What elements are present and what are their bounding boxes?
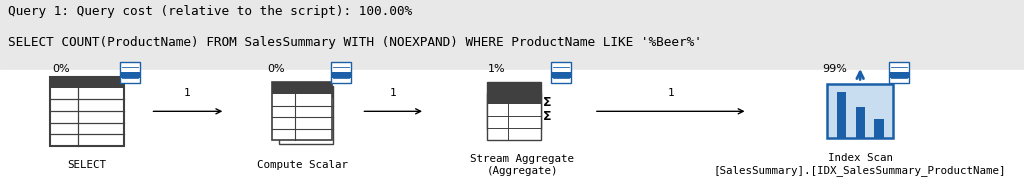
Bar: [855, 107, 865, 138]
Bar: [874, 119, 884, 138]
Bar: [889, 62, 909, 83]
Bar: [487, 93, 541, 140]
Bar: [50, 77, 124, 88]
Text: Σ: Σ: [543, 110, 551, 123]
Text: 1: 1: [184, 88, 190, 98]
Bar: [272, 82, 332, 94]
Text: 0%: 0%: [267, 64, 286, 74]
Bar: [551, 72, 571, 78]
Bar: [279, 86, 333, 98]
Bar: [827, 84, 893, 138]
Bar: [331, 62, 351, 83]
Bar: [487, 82, 541, 129]
Bar: [0, 0, 1024, 70]
Text: 1: 1: [390, 88, 396, 98]
Text: Σ: Σ: [543, 96, 551, 109]
Bar: [120, 62, 140, 83]
Bar: [272, 82, 332, 140]
Bar: [120, 72, 140, 78]
Bar: [279, 86, 333, 144]
Bar: [551, 62, 571, 83]
Bar: [331, 72, 351, 78]
Bar: [487, 82, 541, 93]
Text: 1%: 1%: [487, 64, 506, 74]
Text: Query 1: Query cost (relative to the script): 100.00%: Query 1: Query cost (relative to the scr…: [8, 5, 413, 18]
Text: Stream Aggregate
(Aggregate): Stream Aggregate (Aggregate): [470, 153, 574, 176]
Bar: [837, 92, 846, 138]
Bar: [50, 77, 124, 146]
Bar: [487, 93, 541, 104]
Text: 1: 1: [668, 88, 674, 98]
Bar: [0, 70, 1024, 181]
Text: Index Scan
[SalesSummary].[IDX_SalesSummary_ProductName]: Index Scan [SalesSummary].[IDX_SalesSumm…: [714, 153, 1007, 176]
Text: 99%: 99%: [822, 64, 847, 74]
Text: SELECT: SELECT: [68, 160, 106, 170]
Text: 0%: 0%: [52, 64, 71, 74]
Text: SELECT COUNT(ProductName) FROM SalesSummary WITH (NOEXPAND) WHERE ProductName LI: SELECT COUNT(ProductName) FROM SalesSumm…: [8, 36, 702, 49]
Text: Compute Scalar: Compute Scalar: [257, 160, 347, 170]
Bar: [889, 72, 909, 78]
